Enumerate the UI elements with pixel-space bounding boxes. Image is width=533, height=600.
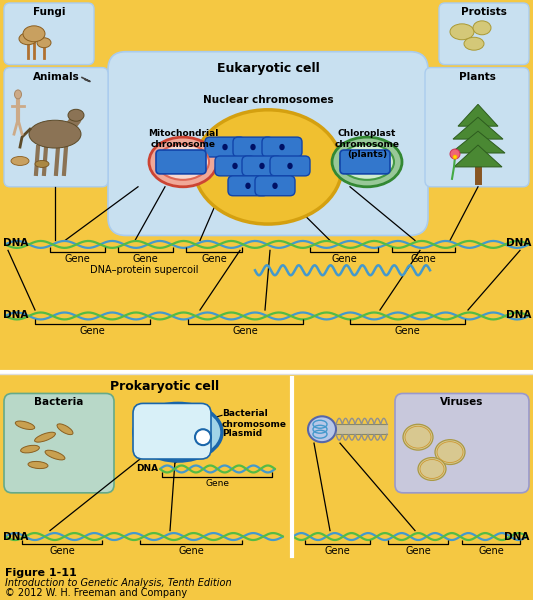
Ellipse shape — [223, 145, 227, 149]
Text: Chloroplast
chromosome
(plants): Chloroplast chromosome (plants) — [335, 129, 400, 159]
Text: Gene: Gene — [331, 254, 357, 265]
Ellipse shape — [450, 24, 474, 40]
FancyBboxPatch shape — [262, 137, 302, 157]
Ellipse shape — [134, 403, 222, 461]
FancyBboxPatch shape — [255, 176, 295, 196]
FancyBboxPatch shape — [425, 68, 529, 187]
FancyBboxPatch shape — [215, 156, 255, 176]
Ellipse shape — [435, 440, 465, 464]
Text: Gene: Gene — [394, 326, 421, 336]
Text: DNA: DNA — [506, 238, 531, 248]
Text: Gene: Gene — [201, 254, 227, 265]
Text: Bacterial
chromosome: Bacterial chromosome — [222, 409, 287, 429]
Text: Gene: Gene — [205, 479, 229, 488]
FancyBboxPatch shape — [133, 403, 211, 459]
Ellipse shape — [45, 450, 65, 460]
FancyBboxPatch shape — [233, 137, 273, 157]
Text: DNA–protein supercoil: DNA–protein supercoil — [90, 265, 198, 275]
Ellipse shape — [450, 149, 460, 159]
Ellipse shape — [473, 21, 491, 35]
Text: Gene: Gene — [64, 254, 91, 265]
Ellipse shape — [194, 110, 342, 224]
Text: Mitochondrial
chromosome: Mitochondrial chromosome — [148, 129, 218, 149]
Ellipse shape — [149, 137, 217, 187]
Polygon shape — [454, 145, 502, 167]
Text: DNA: DNA — [3, 238, 28, 248]
FancyBboxPatch shape — [228, 176, 268, 196]
Text: Gene: Gene — [325, 547, 350, 556]
Ellipse shape — [280, 145, 284, 149]
Ellipse shape — [308, 416, 336, 442]
FancyBboxPatch shape — [340, 150, 390, 174]
Ellipse shape — [157, 144, 209, 180]
Polygon shape — [451, 131, 505, 153]
Ellipse shape — [14, 90, 21, 99]
Text: Gene: Gene — [405, 547, 431, 556]
Polygon shape — [453, 117, 503, 139]
Ellipse shape — [464, 37, 484, 50]
Polygon shape — [458, 104, 498, 126]
FancyBboxPatch shape — [4, 68, 108, 187]
Text: Figure 1-11: Figure 1-11 — [5, 568, 77, 578]
Text: Bacteria: Bacteria — [34, 397, 84, 407]
FancyBboxPatch shape — [108, 52, 428, 235]
FancyBboxPatch shape — [156, 150, 206, 174]
Text: Gene: Gene — [478, 547, 504, 556]
Ellipse shape — [57, 424, 73, 434]
FancyBboxPatch shape — [4, 394, 114, 493]
Ellipse shape — [11, 157, 29, 166]
Ellipse shape — [273, 184, 277, 188]
Text: Gene: Gene — [79, 326, 106, 336]
Text: DNA: DNA — [136, 464, 158, 473]
Ellipse shape — [260, 163, 264, 169]
Ellipse shape — [332, 137, 402, 187]
FancyBboxPatch shape — [270, 156, 310, 176]
Text: DNA: DNA — [3, 532, 28, 542]
FancyBboxPatch shape — [439, 3, 529, 65]
Ellipse shape — [288, 163, 292, 169]
Ellipse shape — [35, 160, 49, 167]
Ellipse shape — [28, 461, 48, 469]
Ellipse shape — [15, 421, 35, 430]
Text: Plants: Plants — [458, 71, 496, 82]
Text: Prokaryotic cell: Prokaryotic cell — [110, 380, 220, 392]
Text: DNA: DNA — [504, 532, 529, 542]
Text: Gene: Gene — [133, 254, 158, 265]
Ellipse shape — [251, 145, 255, 149]
Text: DNA: DNA — [3, 310, 28, 320]
Ellipse shape — [453, 155, 457, 159]
Text: Gene: Gene — [49, 547, 75, 556]
Text: Gene: Gene — [410, 254, 437, 265]
Ellipse shape — [233, 163, 237, 169]
Text: Gene: Gene — [232, 326, 259, 336]
Text: Protists: Protists — [461, 7, 507, 17]
Text: © 2012 W. H. Freeman and Company: © 2012 W. H. Freeman and Company — [5, 588, 187, 598]
Ellipse shape — [23, 26, 45, 42]
Text: Fungi: Fungi — [33, 7, 65, 17]
Ellipse shape — [35, 432, 55, 442]
Ellipse shape — [418, 458, 446, 481]
FancyBboxPatch shape — [242, 156, 282, 176]
Ellipse shape — [195, 429, 211, 445]
Ellipse shape — [19, 33, 37, 45]
Ellipse shape — [403, 424, 433, 450]
Ellipse shape — [21, 445, 39, 453]
Ellipse shape — [340, 144, 394, 180]
Text: DNA: DNA — [506, 310, 531, 320]
FancyBboxPatch shape — [4, 3, 94, 65]
Text: Gene: Gene — [178, 547, 204, 556]
FancyBboxPatch shape — [395, 394, 529, 493]
Text: Plasmid: Plasmid — [222, 429, 262, 438]
Text: Animals: Animals — [33, 71, 79, 82]
Text: Nuclear chromosomes: Nuclear chromosomes — [203, 95, 333, 106]
Ellipse shape — [246, 184, 250, 188]
Ellipse shape — [37, 38, 51, 47]
Text: Eukaryotic cell: Eukaryotic cell — [216, 62, 319, 74]
Ellipse shape — [29, 120, 81, 148]
FancyBboxPatch shape — [205, 137, 245, 157]
Text: Introduction to Genetic Analysis, Tenth Edition: Introduction to Genetic Analysis, Tenth … — [5, 578, 232, 588]
Text: Viruses: Viruses — [440, 397, 483, 407]
Ellipse shape — [68, 109, 84, 121]
